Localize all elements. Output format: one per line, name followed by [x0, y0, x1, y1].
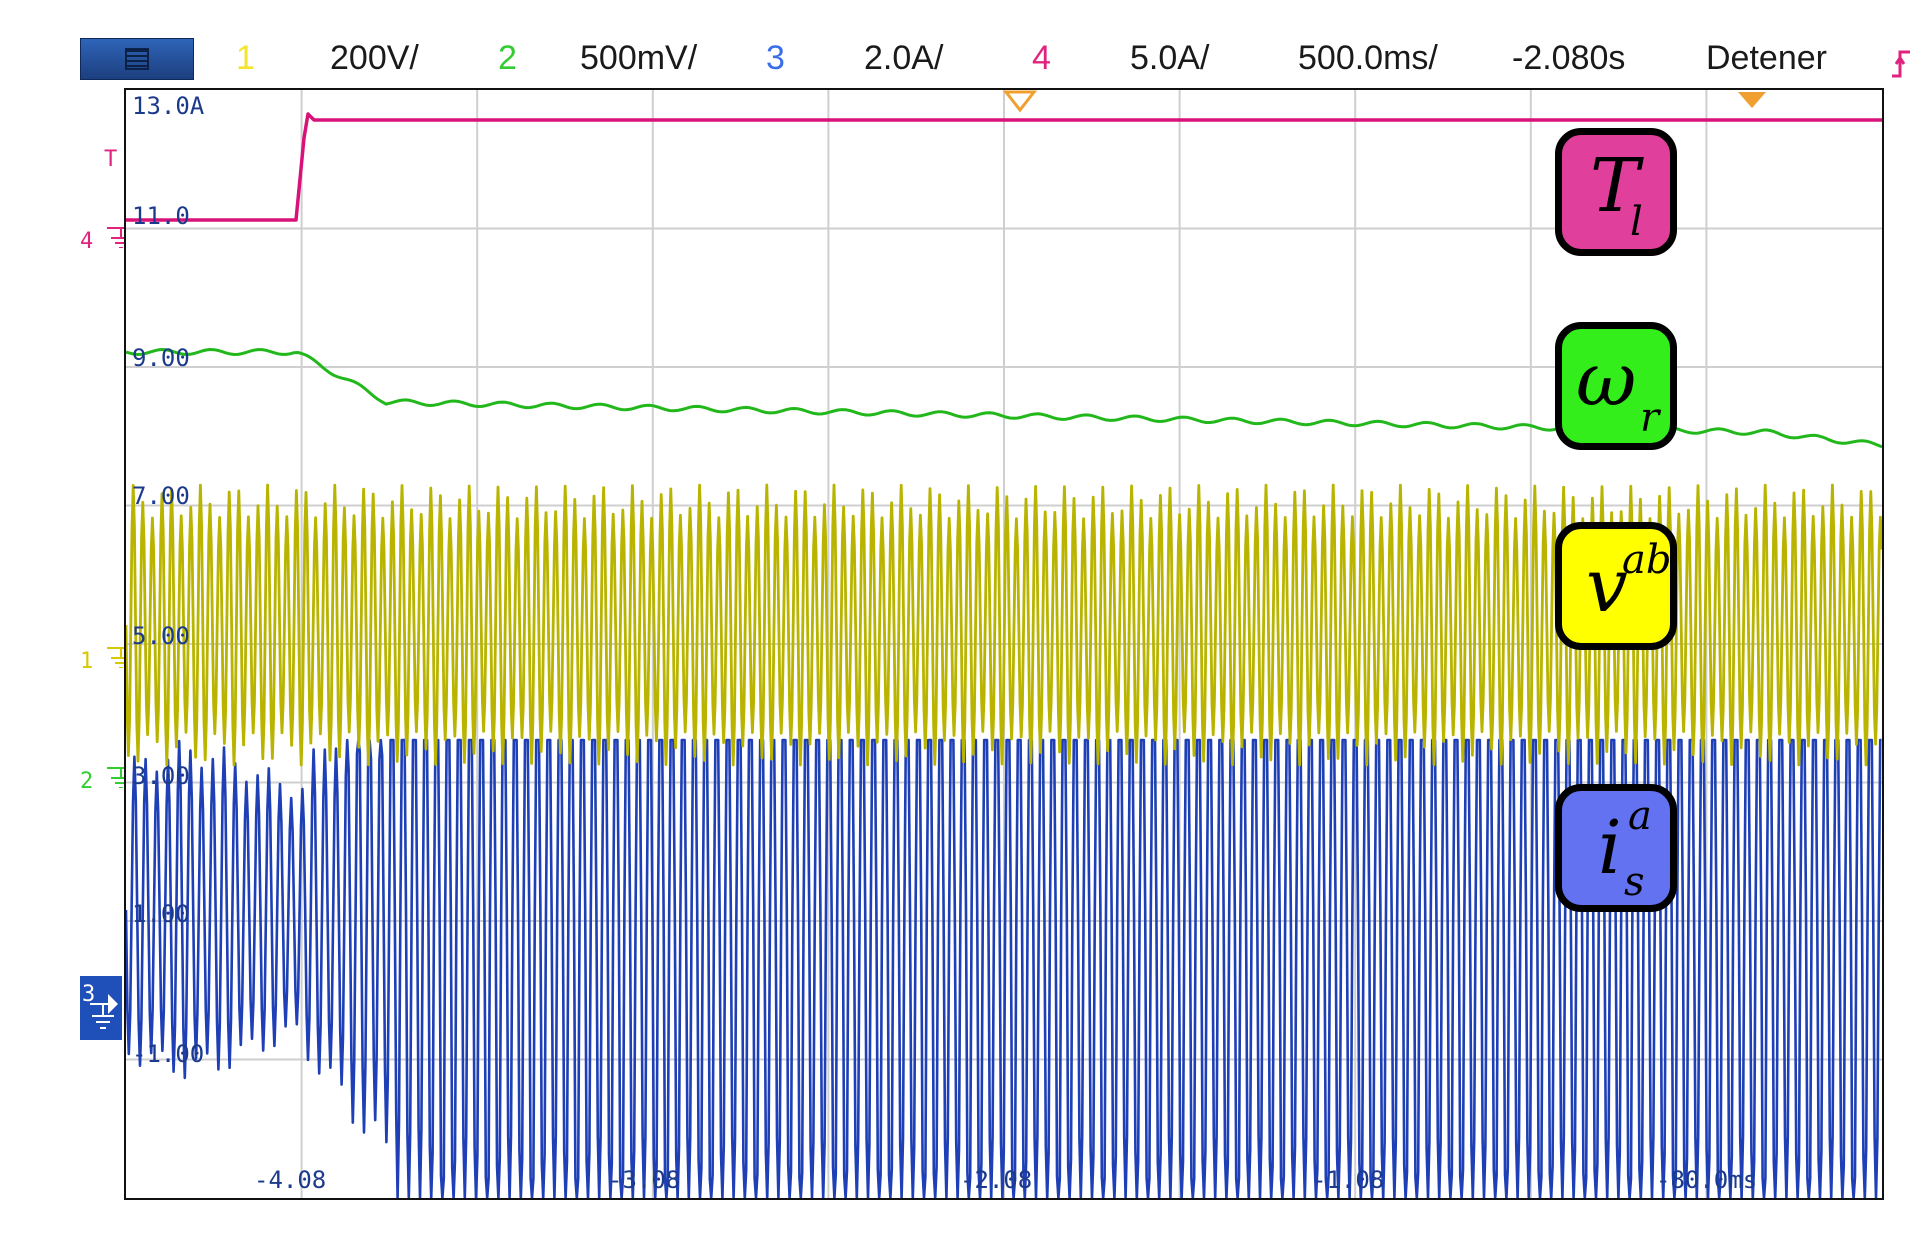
ch1-scale[interactable]: 200V/	[330, 39, 419, 77]
legend-current: i a s	[1555, 784, 1677, 912]
hamburger-menu-icon	[125, 48, 149, 70]
delay-readout[interactable]: -2.080s	[1512, 39, 1626, 77]
y-label: 11.0	[132, 202, 190, 230]
ch2-number[interactable]: 2	[498, 39, 517, 77]
ch2-scale[interactable]: 500mV/	[580, 39, 698, 77]
vertical-scale-labels: 13.0A 11.0 9.00 7.00 5.00 3.00 1.00 -1.0…	[132, 92, 205, 1068]
ch2-marker-label: 2	[80, 769, 94, 794]
trigger-position-marker[interactable]	[1002, 90, 1038, 113]
trigger-level-label: T	[104, 147, 118, 172]
speed-symbol: ω	[1576, 337, 1637, 423]
voltage-symbol: v	[1586, 543, 1628, 629]
y-label: 13.0A	[132, 92, 205, 120]
y-label: 1.00	[132, 900, 190, 928]
legend-voltage: v ab	[1555, 522, 1677, 650]
current-symbol: i	[1598, 805, 1622, 891]
torque-trace	[126, 112, 1882, 222]
run-state[interactable]: Detener	[1706, 39, 1827, 77]
ch4-scale[interactable]: 5.0A/	[1130, 39, 1210, 77]
x-label: -80.0ms	[1656, 1166, 1757, 1194]
ch1-marker-label: 1	[80, 649, 94, 674]
reference-position-marker[interactable]	[1738, 92, 1766, 108]
x-label: -4.08	[254, 1166, 326, 1194]
ch3-scale[interactable]: 2.0A/	[864, 39, 944, 77]
ch3-marker-label: 3	[82, 982, 96, 1007]
ch3-number[interactable]: 3	[766, 39, 785, 77]
y-label: 3.00	[132, 762, 190, 790]
current-trace	[126, 738, 1882, 1198]
waveform-canvas: 13.0A 11.0 9.00 7.00 5.00 3.00 1.00 -1.0…	[126, 90, 1882, 1198]
x-label: -3.08	[608, 1166, 680, 1194]
legend-speed: ω r	[1555, 322, 1677, 450]
x-label: -2.08	[960, 1166, 1032, 1194]
ch4-marker-label: 4	[80, 229, 94, 254]
time-scale-labels: -4.08 -3.08 -2.08 -1.08 -80.0ms	[254, 1166, 1757, 1194]
x-label: -1.08	[1312, 1166, 1384, 1194]
legend-torque: T l	[1555, 128, 1677, 256]
current-superscript: a	[1628, 793, 1652, 839]
menu-button[interactable]	[80, 38, 194, 80]
ch1-number[interactable]: 1	[236, 39, 255, 77]
y-label: 9.00	[132, 344, 190, 372]
ground-icon	[90, 994, 118, 1029]
y-label: 7.00	[132, 482, 190, 510]
speed-subscript: r	[1640, 395, 1660, 441]
trigger-edge-icon[interactable]	[1890, 46, 1914, 80]
y-label: -1.00	[132, 1040, 204, 1068]
traces	[126, 112, 1882, 1198]
voltage-trace	[126, 483, 1882, 767]
ch4-number[interactable]: 4	[1032, 39, 1051, 77]
torque-symbol: T	[1590, 143, 1640, 229]
scope-header-bar: 1 200V/ 2 500mV/ 3 2.0A/ 4 5.0A/ 500.0ms…	[0, 0, 1924, 88]
ch3-ground-marker[interactable]: 3	[80, 976, 122, 1040]
torque-subscript: l	[1630, 199, 1643, 245]
timebase-readout[interactable]: 500.0ms/	[1298, 39, 1438, 77]
current-subscript: s	[1624, 859, 1645, 905]
y-label: 5.00	[132, 622, 190, 650]
voltage-superscript: ab	[1622, 537, 1672, 583]
